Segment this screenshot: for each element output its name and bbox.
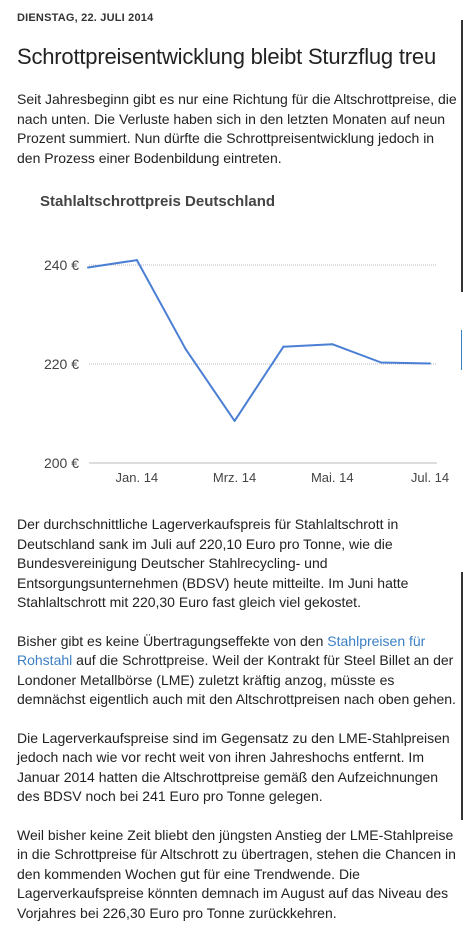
data-point xyxy=(135,259,138,262)
sidebar-border-top xyxy=(461,20,463,292)
post-date: DIENSTAG, 22. JULI 2014 xyxy=(17,12,154,24)
sidebar-border-bottom xyxy=(461,572,463,820)
paragraph-transfer-effects: Bisher gibt es keine Übertragungseffekte… xyxy=(17,632,457,710)
data-point xyxy=(380,361,383,364)
series-line-0 xyxy=(87,259,431,422)
data-point xyxy=(282,345,285,348)
x-tick-label: Mrz. 14 xyxy=(213,470,256,485)
paragraph-trend-reversal: Weil bisher keine Zeit bliebt den jüngst… xyxy=(17,826,456,921)
intro-paragraph: Seit Jahresbeginn gibt es nur eine Richt… xyxy=(17,91,457,166)
x-tick-label: Jul. 14 xyxy=(411,470,449,485)
data-point xyxy=(233,419,236,422)
blog-post: DIENSTAG, 22. JULI 2014 Schrottpreisentw… xyxy=(17,0,457,923)
line-chart-svg: 240 € 220 € 200 € Jan. 14 Mrz. 14 Mai. 14 Jul.… xyxy=(44,257,449,485)
y-tick-label: 200 € xyxy=(44,455,79,471)
x-tick-label: Mai. 14 xyxy=(311,470,354,485)
data-point xyxy=(429,362,431,365)
paragraph-text-after-link: auf die Schrottpreise. Weil der Kontrakt… xyxy=(17,652,456,707)
paragraph-text-before-link: Bisher gibt es keine Übertragungseffekte… xyxy=(17,632,328,649)
sidebar-border-mid xyxy=(461,330,462,370)
price-chart: Stahlaltschrottpreis Deutschland 240 € 22… xyxy=(17,193,449,493)
paragraph-price-july: Der durchschnittliche Lagerverkaufspreis… xyxy=(17,516,409,610)
y-tick-label: 220 € xyxy=(44,356,79,372)
paragraph-annual-highs: Die Lagerverkaufspreise sind im Gegensat… xyxy=(17,729,450,805)
data-point xyxy=(184,348,187,351)
y-tick-label: 240 € xyxy=(44,257,79,273)
data-point xyxy=(87,266,89,269)
x-tick-label: Jan. 14 xyxy=(116,470,159,485)
data-point xyxy=(331,343,334,346)
steel-prices-link[interactable]: Stahlpreisen für Rohstahl xyxy=(17,632,426,669)
chart-title: Stahlaltschrottpreis Deutschland xyxy=(40,193,276,210)
post-title[interactable]: Schrottpreisentwicklung bleibt Sturzflug… xyxy=(17,44,436,69)
